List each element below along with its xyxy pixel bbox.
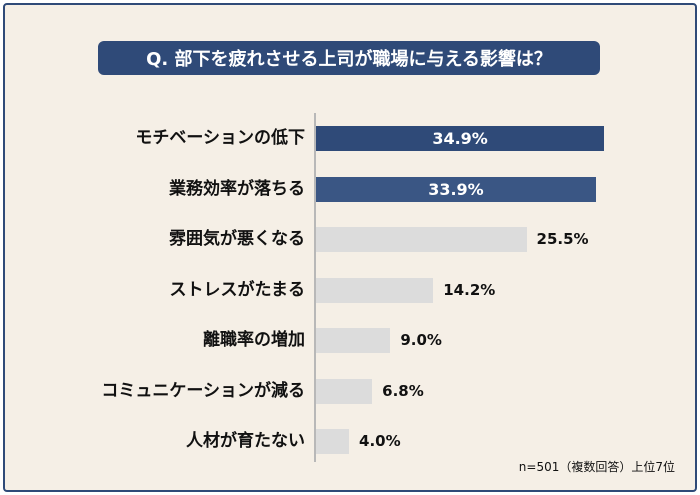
data-label: 14.2% [443, 280, 496, 299]
category-label: 雰囲気が悪くなる [169, 229, 305, 249]
category-axis-line [314, 113, 316, 462]
category-label: 業務効率が落ちる [169, 178, 305, 199]
category-label: モチベーションの低下 [135, 128, 305, 148]
data-label: 9.0% [400, 331, 442, 349]
category-label: ストレスがたまる [169, 279, 306, 300]
bar [316, 429, 350, 454]
bar [316, 126, 605, 151]
bar [316, 328, 391, 353]
data-label: 4.0% [359, 432, 401, 450]
footnote: n=501（複数回答）上位7位 [518, 460, 675, 474]
data-label: 25.5% [536, 230, 589, 248]
category-label: 離職率の増加 [203, 330, 305, 350]
bar [316, 378, 373, 404]
data-label: 34.9% [432, 129, 488, 148]
category-label: 人材が育たない [186, 431, 305, 451]
data-label: 6.8% [382, 381, 424, 400]
bar [316, 227, 527, 252]
category-label: コミュニケーションが減る [101, 380, 305, 401]
chart-title: Q. 部下を疲れさせる上司が職場に与える影響は？ [98, 41, 600, 75]
bar [316, 176, 596, 202]
data-label: 33.9% [428, 179, 484, 199]
bar [316, 277, 434, 303]
